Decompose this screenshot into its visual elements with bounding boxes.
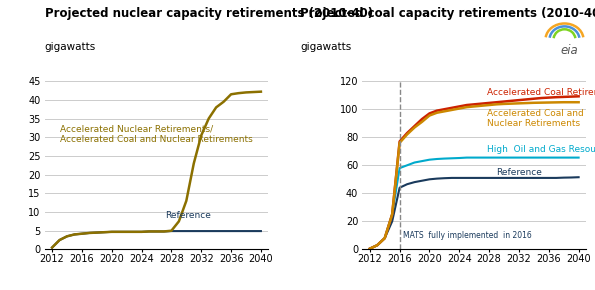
Text: Reference: Reference <box>165 211 211 220</box>
Text: gigawatts: gigawatts <box>45 42 96 52</box>
Text: Projected coal capacity retirements (2010-40): Projected coal capacity retirements (201… <box>300 7 595 20</box>
Text: High  Oil and Gas Resource: High Oil and Gas Resource <box>487 145 595 154</box>
Text: Accelerated Coal Retirements: Accelerated Coal Retirements <box>487 88 595 97</box>
Text: eia: eia <box>560 44 578 57</box>
Text: Projected nuclear capacity retirements (2010-40): Projected nuclear capacity retirements (… <box>45 7 372 20</box>
Text: Accelerated Coal and
Nuclear Retirements: Accelerated Coal and Nuclear Retirements <box>487 109 583 128</box>
Text: gigawatts: gigawatts <box>300 42 352 52</box>
Text: MATS  fully implemented  in 2016: MATS fully implemented in 2016 <box>403 231 531 240</box>
Text: Reference: Reference <box>497 168 543 177</box>
Text: Accelerated Nuclear Retirements/
Accelerated Coal and Nuclear Retirements: Accelerated Nuclear Retirements/ Acceler… <box>60 125 253 144</box>
